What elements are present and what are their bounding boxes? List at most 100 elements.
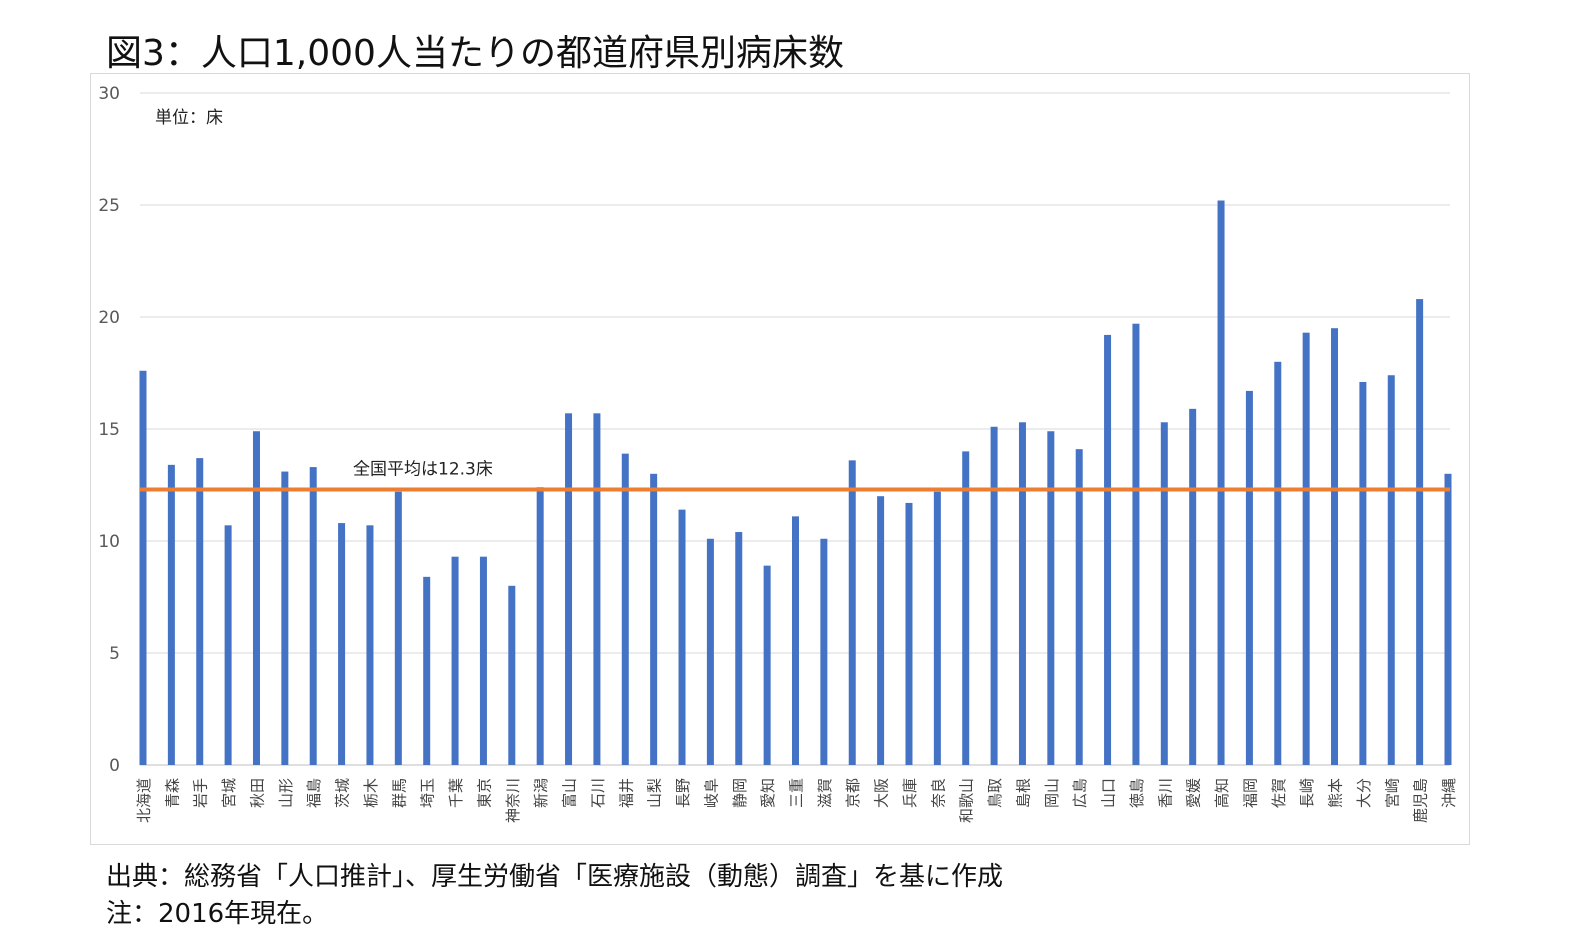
x-tick-label: 福島 [305, 778, 323, 808]
x-tick-label: 青森 [163, 778, 181, 808]
x-tick-label: 島根 [1014, 778, 1032, 808]
bar [1018, 422, 1026, 765]
bar [1047, 431, 1055, 765]
bar [763, 565, 771, 765]
x-tick-label: 岩手 [192, 778, 210, 808]
bar [1359, 381, 1367, 765]
bar [877, 496, 885, 765]
bar [479, 556, 487, 765]
x-tick-label: 神奈川 [504, 778, 522, 823]
bar [905, 502, 913, 765]
bar [1245, 390, 1253, 765]
bar [565, 413, 573, 765]
x-tick-label: 東京 [475, 778, 493, 808]
x-tick-label: 奈良 [929, 778, 947, 808]
y-tick-label: 5 [109, 644, 120, 664]
y-tick-label: 25 [98, 196, 120, 216]
bar [706, 538, 714, 765]
x-tick-label: 山梨 [646, 778, 664, 808]
x-tick-label: 新潟 [532, 778, 550, 808]
bar [792, 516, 799, 765]
bar [848, 460, 856, 765]
source-note: 出典：総務省「人口推計」、厚生労働省「医療施設（動態）調査」を基に作成 [106, 862, 1004, 892]
x-tick-label: 愛知 [759, 778, 777, 808]
x-tick-label: 三重 [788, 778, 806, 808]
x-tick-label: 熊本 [1327, 778, 1345, 808]
bar [820, 538, 828, 765]
x-tick-label: 宮崎 [1383, 778, 1401, 808]
bar [933, 491, 941, 765]
x-tick-label: 岡山 [1043, 778, 1061, 808]
bar [508, 585, 516, 765]
y-tick-label: 0 [109, 756, 120, 776]
x-tick-label: 福岡 [1241, 778, 1259, 808]
bar [1274, 361, 1282, 765]
x-tick-label: 徳島 [1128, 778, 1146, 808]
bar [196, 458, 204, 765]
bar [366, 525, 374, 765]
footnote: 注：2016年現在。 [106, 899, 329, 929]
bar [536, 487, 544, 765]
chart-frame [90, 73, 1470, 845]
x-tick-label: 千葉 [447, 778, 465, 808]
y-tick-label: 20 [98, 308, 120, 328]
bar [1331, 328, 1339, 765]
x-tick-label: 岐阜 [702, 778, 720, 808]
y-tick-label: 10 [98, 532, 120, 552]
bar [281, 471, 289, 765]
bar [1075, 449, 1083, 765]
x-tick-label: 大分 [1355, 778, 1373, 808]
x-tick-label: 群馬 [390, 778, 408, 808]
bar [1217, 200, 1225, 765]
x-tick-label: 香川 [1156, 778, 1174, 808]
bar [423, 576, 431, 765]
x-tick-label: 静岡 [731, 778, 749, 808]
x-tick-label: 佐賀 [1270, 778, 1288, 808]
bar [1132, 323, 1140, 765]
x-tick-label: 兵庫 [901, 778, 919, 808]
x-tick-label: 石川 [589, 778, 607, 808]
x-tick-label: 山口 [1100, 778, 1118, 808]
unit-label: 単位：床 [155, 108, 223, 128]
average-label: 全国平均は12.3床 [353, 459, 493, 479]
bar [139, 370, 147, 765]
x-tick-label: 京都 [844, 778, 862, 808]
bar [678, 509, 686, 765]
bar [309, 467, 317, 765]
bar [252, 431, 260, 765]
x-tick-label: 宮城 [220, 778, 238, 808]
y-tick-label: 30 [98, 84, 120, 104]
x-tick-label: 広島 [1071, 778, 1089, 808]
bar [1160, 422, 1168, 765]
x-tick-label: 長野 [674, 778, 692, 808]
bar [990, 426, 998, 765]
bar [621, 453, 629, 765]
x-tick-label: 栃木 [362, 778, 380, 808]
bar [338, 523, 346, 765]
bar [593, 413, 601, 765]
x-tick-label: 滋賀 [816, 778, 834, 808]
x-tick-label: 埼玉 [419, 778, 437, 808]
x-tick-label: 長崎 [1298, 778, 1316, 808]
bar [650, 473, 658, 765]
bar [1104, 334, 1112, 765]
bar [735, 532, 743, 765]
x-tick-label: 沖縄 [1440, 778, 1458, 808]
x-tick-label: 愛媛 [1185, 778, 1203, 808]
bar [1416, 299, 1424, 765]
x-tick-label: 秋田 [248, 778, 266, 808]
bar [1387, 375, 1395, 765]
bar [962, 451, 970, 765]
x-tick-label: 山形 [277, 778, 295, 808]
x-tick-label: 富山 [561, 778, 579, 808]
chart-title: 図3：人口1,000人当たりの都道府県別病床数 [106, 33, 844, 74]
x-tick-label: 福井 [617, 778, 635, 808]
x-tick-label: 和歌山 [958, 778, 976, 823]
bar [1189, 408, 1197, 765]
bar [451, 556, 459, 765]
x-tick-label: 鳥取 [986, 778, 1004, 808]
y-tick-label: 15 [98, 420, 120, 440]
x-tick-label: 北海道 [135, 778, 153, 823]
x-tick-label: 大阪 [873, 778, 891, 808]
